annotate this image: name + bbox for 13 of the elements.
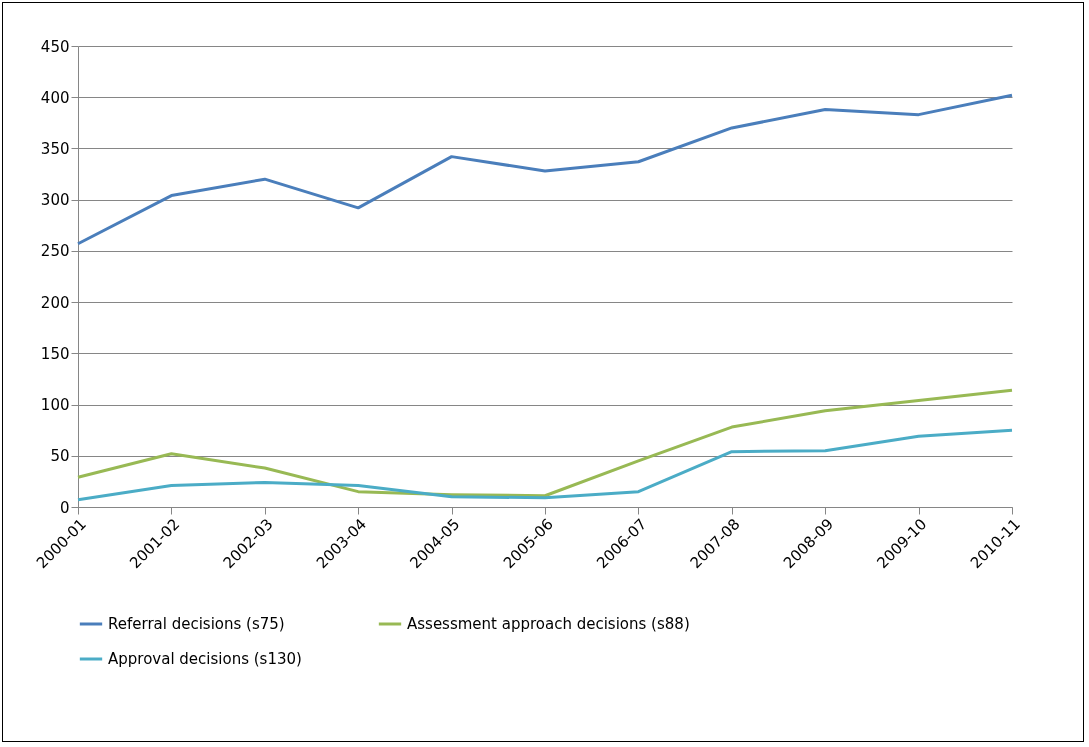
y-tick-label: 50 bbox=[50, 447, 70, 466]
y-tick-label: 100 bbox=[40, 396, 70, 415]
y-tick-label: 300 bbox=[40, 191, 70, 210]
y-tick-label: 350 bbox=[40, 139, 70, 158]
y-tick-label: 200 bbox=[40, 293, 70, 312]
y-tick-label: 400 bbox=[40, 88, 70, 107]
y-tick-label: 0 bbox=[59, 498, 70, 517]
y-tick-label: 450 bbox=[40, 37, 70, 56]
y-tick-label: 250 bbox=[40, 242, 70, 261]
legend-label: Referral decisions (s75) bbox=[108, 615, 285, 633]
y-tick-label: 150 bbox=[40, 344, 70, 363]
legend-label: Approval decisions (s130) bbox=[108, 650, 302, 668]
legend-label: Assessment approach decisions (s88) bbox=[407, 615, 690, 633]
